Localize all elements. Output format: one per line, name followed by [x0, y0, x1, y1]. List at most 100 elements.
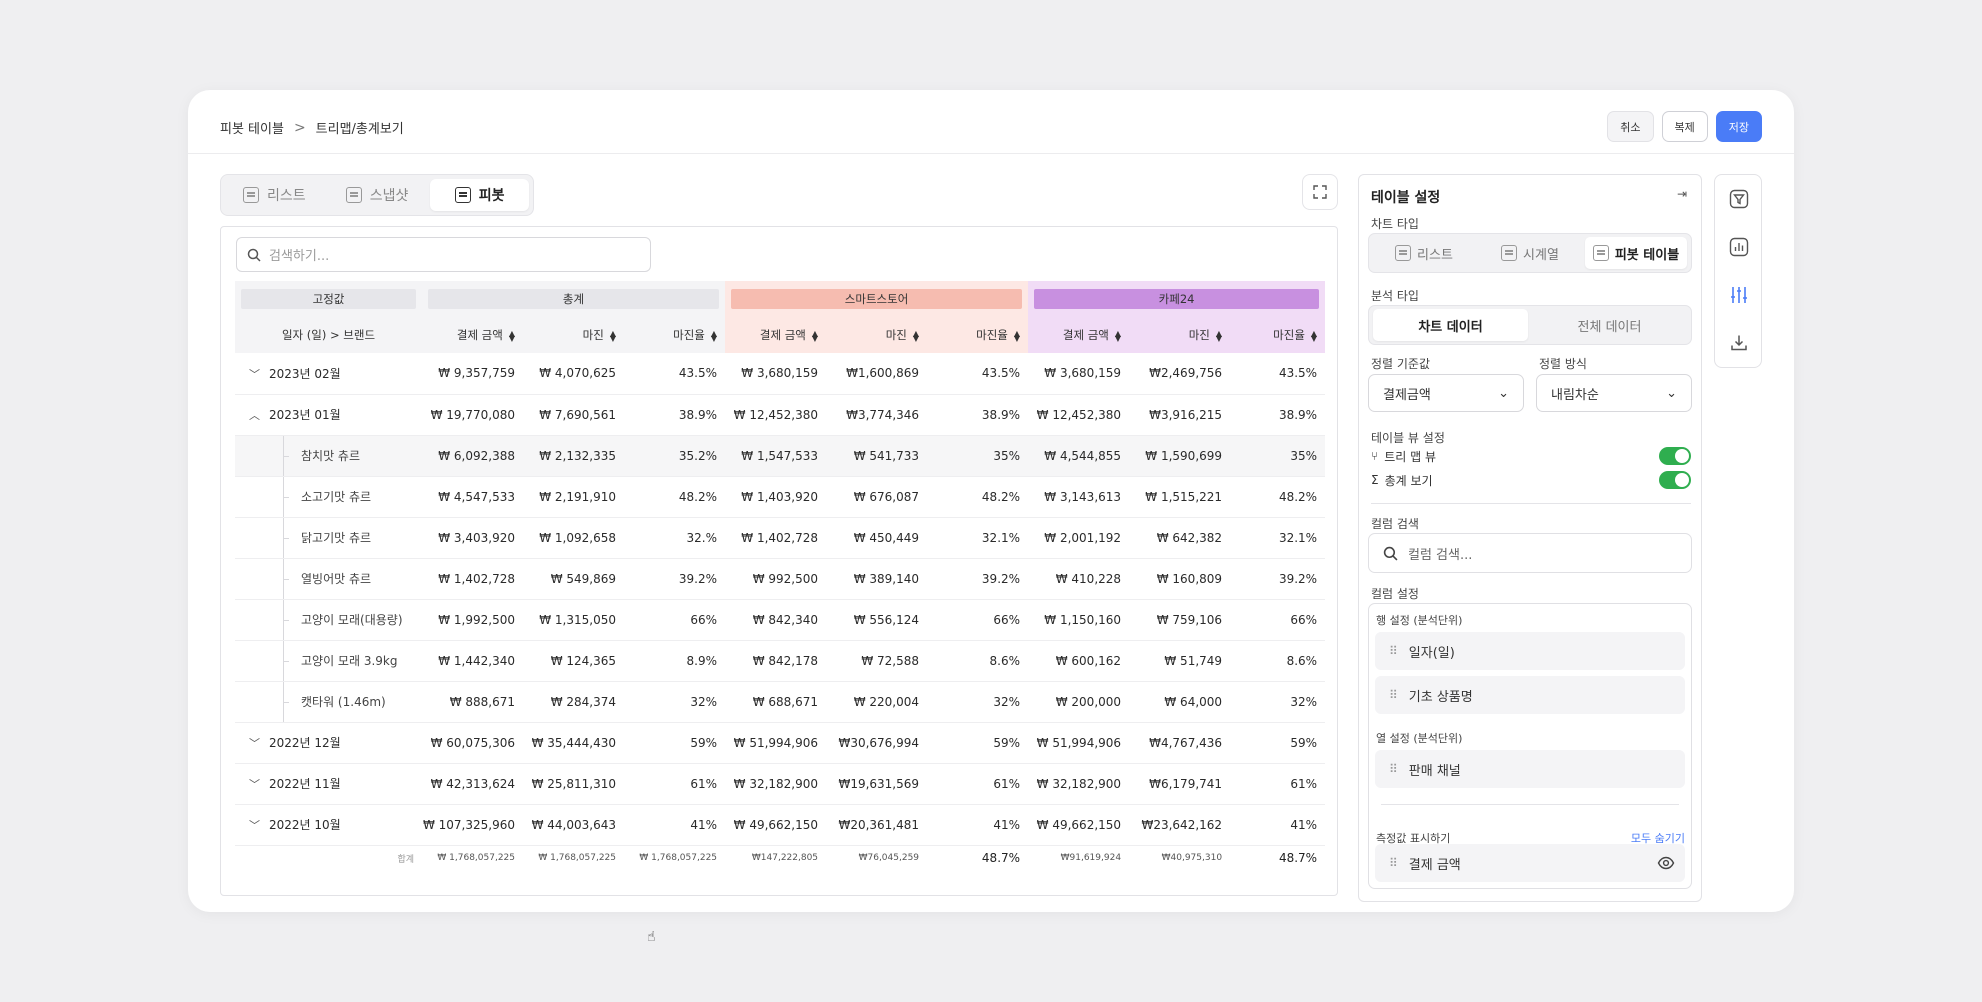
- table-cell: 8.6%: [927, 640, 1029, 682]
- table-cell: ₩ 3,680,159: [725, 353, 827, 395]
- group-header-row: 고정값 총계 스마트스토어 카페24: [235, 281, 1326, 317]
- table-cell: ₩ 556,124: [826, 599, 928, 641]
- sort-key-dropdown[interactable]: 결제금액 ⌄: [1368, 374, 1524, 412]
- sort-order-label: 정렬 방식: [1539, 357, 1587, 371]
- row-label-text: 2022년 11월: [269, 777, 341, 791]
- col-item[interactable]: ⠿ 판매 채널: [1375, 750, 1685, 788]
- column-search-input[interactable]: 컬럼 검색...: [1368, 533, 1692, 573]
- col-header-margin[interactable]: 마진 ▲ ▼: [826, 317, 928, 353]
- eye-icon[interactable]: [1657, 854, 1675, 872]
- sort-icon[interactable]: ▲ ▼: [1310, 328, 1318, 343]
- analysis-chart-data[interactable]: 차트 데이터: [1373, 309, 1528, 341]
- column-header-row: 일자 (일) > 브랜드 결제 금액 ▲ ▼ 마진 ▲ ▼ 마진율 ▲ ▼ 결제 금액 ▲ ▼ …: [235, 317, 1326, 353]
- sort-icon[interactable]: ▲ ▼: [710, 328, 718, 343]
- table-cell: 66%: [1230, 599, 1326, 641]
- table-cell: 8.9%: [624, 640, 726, 682]
- col-header-margin[interactable]: 마진 ▲ ▼: [1129, 317, 1231, 353]
- table-cell: ₩ 12,452,380: [725, 394, 827, 436]
- chevron-down-icon[interactable]: ﹀: [249, 778, 260, 791]
- row-label[interactable]: ﹀ 2023년 02월: [235, 353, 422, 395]
- copy-button[interactable]: 복제: [1661, 111, 1708, 142]
- table-cell: ₩ 4,544,855: [1028, 435, 1130, 477]
- table-row-group: ﹀ 2022년 10월 ₩ 107,325,960 ₩ 44,003,643 41% ₩ …: [235, 804, 1326, 846]
- analysis-all-data[interactable]: 전체 데이터: [1577, 319, 1642, 335]
- table-cell: ₩ 600,162: [1028, 640, 1130, 682]
- chart-type-pivot[interactable]: 피봇 테이블: [1585, 237, 1687, 269]
- table-cell: ₩ 107,325,960: [422, 804, 523, 846]
- snapshot-icon: [345, 187, 362, 203]
- table-cell: ₩ 389,140: [826, 558, 928, 600]
- sort-key-label: 정렬 기준값: [1371, 357, 1431, 371]
- row-item[interactable]: ⠿ 기초 상품명: [1375, 676, 1685, 714]
- table-cell: ₩19,631,569: [826, 763, 928, 805]
- group-total: 총계: [422, 281, 726, 317]
- chart-type-timeseries[interactable]: 시계열: [1479, 237, 1581, 269]
- col-header-amount[interactable]: 결제 금액 ▲ ▼: [725, 317, 827, 353]
- measure-item[interactable]: ⠿ 결제 금액: [1375, 844, 1685, 882]
- table-cell: ₩ 12,452,380: [1028, 394, 1130, 436]
- chart-button[interactable]: [1727, 235, 1751, 259]
- chevron-down-icon[interactable]: ﹀: [249, 737, 260, 750]
- cancel-button[interactable]: 취소: [1607, 111, 1654, 142]
- chevron-down-icon[interactable]: ﹀: [249, 819, 260, 832]
- row-label[interactable]: ﹀ 2022년 12월: [235, 722, 422, 764]
- tab-pivot[interactable]: 피봇: [430, 179, 530, 211]
- collapse-panel-icon[interactable]: ⇥: [1676, 187, 1687, 201]
- table-cell: ₩ 549,869: [523, 558, 624, 600]
- total-cell: ₩76,045,259: [858, 853, 920, 864]
- breadcrumb-root[interactable]: 피봇 테이블: [220, 122, 284, 137]
- fullscreen-button[interactable]: [1302, 174, 1338, 210]
- col-header-margin-rate[interactable]: 마진율 ▲ ▼: [1230, 317, 1326, 353]
- sort-icon[interactable]: ▲ ▼: [508, 328, 515, 343]
- table-cell: ₩ 3,403,920: [422, 517, 523, 559]
- tree-map-toggle[interactable]: [1659, 447, 1691, 465]
- row-label[interactable]: ﹀ 2022년 10월: [235, 804, 422, 846]
- search-input[interactable]: 검색하기...: [236, 237, 651, 272]
- settings-button[interactable]: [1727, 283, 1751, 307]
- col-header-margin[interactable]: 마진 ▲ ▼: [523, 317, 624, 353]
- table-cell: ₩ 1,150,160: [1028, 599, 1130, 641]
- sort-icon[interactable]: ▲ ▼: [1215, 328, 1223, 343]
- row-label: 소고기맛 츄르: [235, 476, 422, 518]
- total-view-toggle[interactable]: [1659, 471, 1691, 489]
- row-label: 고양이 모래 3.9kg: [235, 640, 422, 682]
- table-cell: ₩ 450,449: [826, 517, 928, 559]
- tab-snapshot[interactable]: 스냅샷: [328, 179, 427, 211]
- chart-type-list[interactable]: 리스트: [1373, 237, 1475, 269]
- pivot-editor-card: 피봇 테이블 > 트리맵/총계보기 취소 복제 저장 리스트 스냅샷 피봇: [188, 90, 1794, 945]
- sort-icon[interactable]: ▲ ▼: [912, 328, 920, 343]
- sort-order-dropdown[interactable]: 내림차순 ⌄: [1536, 374, 1692, 412]
- col-header-amount[interactable]: 결제 금액 ▲ ▼: [1028, 317, 1130, 353]
- timeseries-icon: [1501, 245, 1518, 261]
- table-cell: ₩4,767,436: [1129, 722, 1231, 764]
- drag-handle-icon[interactable]: ⠿: [1389, 644, 1398, 658]
- col-header-margin-rate[interactable]: 마진율 ▲ ▼: [927, 317, 1029, 353]
- sort-icon[interactable]: ▲ ▼: [1114, 328, 1122, 343]
- sort-icon[interactable]: ▲ ▼: [811, 328, 819, 343]
- sort-icon[interactable]: ▲ ▼: [1013, 328, 1021, 343]
- row-item[interactable]: ⠿ 일자(일): [1375, 632, 1685, 670]
- tab-list[interactable]: 리스트: [225, 179, 324, 211]
- table-cell: 41%: [1230, 804, 1326, 846]
- col-header-margin-rate[interactable]: 마진율 ▲ ▼: [624, 317, 726, 353]
- hide-all-link[interactable]: 모두 숨기기: [1630, 832, 1685, 845]
- row-label[interactable]: ︿ 2023년 01월: [235, 394, 422, 436]
- chevron-up-icon[interactable]: ︿: [249, 409, 260, 422]
- row-label[interactable]: ﹀ 2022년 11월: [235, 763, 422, 805]
- table-cell: ₩6,179,741: [1129, 763, 1231, 805]
- save-button[interactable]: 저장: [1715, 111, 1762, 142]
- breadcrumb-current: 트리맵/총계보기: [315, 122, 404, 137]
- sliders-icon: [1731, 287, 1747, 303]
- chevron-down-icon[interactable]: ﹀: [249, 367, 260, 381]
- col-header-amount[interactable]: 결제 금액 ▲ ▼: [422, 317, 523, 353]
- drag-handle-icon[interactable]: ⠿: [1389, 856, 1398, 870]
- download-button[interactable]: [1727, 331, 1751, 355]
- table-cell: ₩ 32,182,900: [725, 763, 827, 805]
- pivot-icon: [454, 187, 471, 203]
- drag-handle-icon[interactable]: ⠿: [1389, 688, 1398, 702]
- table-cell: ₩ 49,662,150: [725, 804, 827, 846]
- table-cell: 32.%: [624, 517, 726, 559]
- sort-icon[interactable]: ▲ ▼: [609, 328, 616, 343]
- drag-handle-icon[interactable]: ⠿: [1389, 762, 1398, 776]
- filter-button[interactable]: [1727, 187, 1751, 211]
